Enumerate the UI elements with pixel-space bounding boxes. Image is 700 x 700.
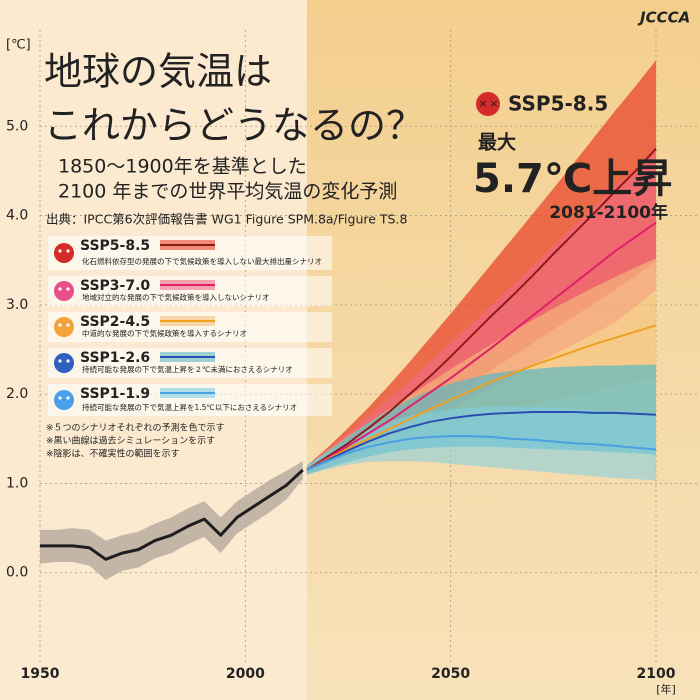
title-line: これからどうなるの？ (44, 104, 424, 148)
uncertainty-band (306, 151, 656, 475)
series-line (306, 221, 657, 471)
legend-icon (54, 353, 74, 373)
note: ※陰影は、不確実性の範囲を示す (46, 448, 180, 460)
uncertainty-band (306, 406, 656, 481)
series-line (40, 468, 304, 561)
callout-icon-eye: × (489, 97, 498, 110)
y-tick-label: 4.0 (6, 208, 28, 224)
legend-icon (54, 317, 74, 337)
legend-icon-eye (66, 323, 70, 327)
legend-description: 化石燃料依存型の発展の下で気候政策を導入しない最大排出量シナリオ (82, 256, 322, 266)
legend-icon (54, 281, 74, 301)
legend-icon-eye (58, 359, 62, 363)
legend-icon-eye (58, 323, 62, 327)
legend-icon-eye (66, 359, 70, 363)
callout-label: SSP5-8.5 (508, 92, 608, 116)
callout-icon (476, 92, 500, 116)
x-unit: [年] (656, 682, 676, 696)
x-tick-label: 2050 (431, 666, 470, 682)
legend-description: 中道的な発展の下で気候政策を導入するシナリオ (82, 328, 247, 338)
subtitle-line: 1850～1900年を基準とした (58, 156, 307, 178)
callout-period: 2081-2100年 (549, 202, 668, 223)
legend-icon-eye (58, 396, 62, 400)
legend: SSP5-8.5 化石燃料依存型の発展の下で気候政策を導入しない最大排出量シナリオ… (46, 236, 332, 460)
source: 出典：IPCC第6次評価報告書 WG1 Figure SPM.8a/Figure… (46, 212, 407, 227)
legend-icon (54, 390, 74, 410)
legend-name: SSP5-8.5 (80, 238, 150, 254)
legend-description: 持続可能な発展の下で気温上昇を1.5℃以下におさえるシナリオ (82, 402, 297, 412)
legend-description: 地域対立的な発展の下で気候政策を導入しないシナリオ (82, 292, 270, 302)
legend-icon-eye (58, 249, 62, 253)
y-tick-label: 5.0 (6, 118, 28, 134)
y-tick-label: 1.0 (6, 475, 28, 491)
uncertainty-band (40, 461, 303, 580)
texts: JCCCA [℃] [年] 地球の気温は これからどうなるの？ 1850～190… (6, 9, 690, 697)
callout-prefix: 最大 (478, 131, 516, 154)
legend-name: SSP1-2.6 (80, 350, 150, 366)
legend-icon-eye (58, 287, 62, 291)
title-line: 地球の気温は (44, 50, 272, 94)
bands (40, 60, 656, 580)
series-line (306, 324, 657, 471)
note: ※黒い曲線は過去シミュレーションを示す (46, 435, 215, 447)
y-tick-label: 3.0 (6, 297, 28, 313)
y-unit: [℃] (6, 38, 31, 53)
x-tick-label: 2000 (226, 666, 265, 682)
y-tick-label: 0.0 (6, 565, 28, 581)
legend-name: SSP1-1.9 (80, 386, 150, 402)
series-line (306, 147, 657, 471)
x-tick-label: 1950 (21, 666, 60, 682)
legend-icon-eye (66, 396, 70, 400)
y-tick-label: 2.0 (6, 386, 28, 402)
legend-description: 持続可能な発展の下で気温上昇を２℃未満におさえるシナリオ (82, 364, 293, 374)
lines (40, 147, 657, 561)
note: ※５つのシナリオそれぞれの予測を色で示す (46, 422, 225, 434)
subtitle-line: 2100 年までの世界平均気温の変化予測 (58, 181, 397, 203)
legend-icon (54, 243, 74, 263)
callout-icon-eye: × (478, 97, 487, 110)
legend-icon-eye (66, 287, 70, 291)
series-line (306, 435, 657, 471)
series-line (306, 411, 657, 471)
legend-name: SSP3-7.0 (80, 278, 150, 294)
legend-name: SSP2-4.5 (80, 314, 150, 330)
legend-icon-eye (66, 249, 70, 253)
x-tick-label: 2100 (637, 666, 676, 682)
logo: JCCCA (637, 9, 690, 27)
callout-value: 5.7℃上昇 (473, 156, 672, 202)
